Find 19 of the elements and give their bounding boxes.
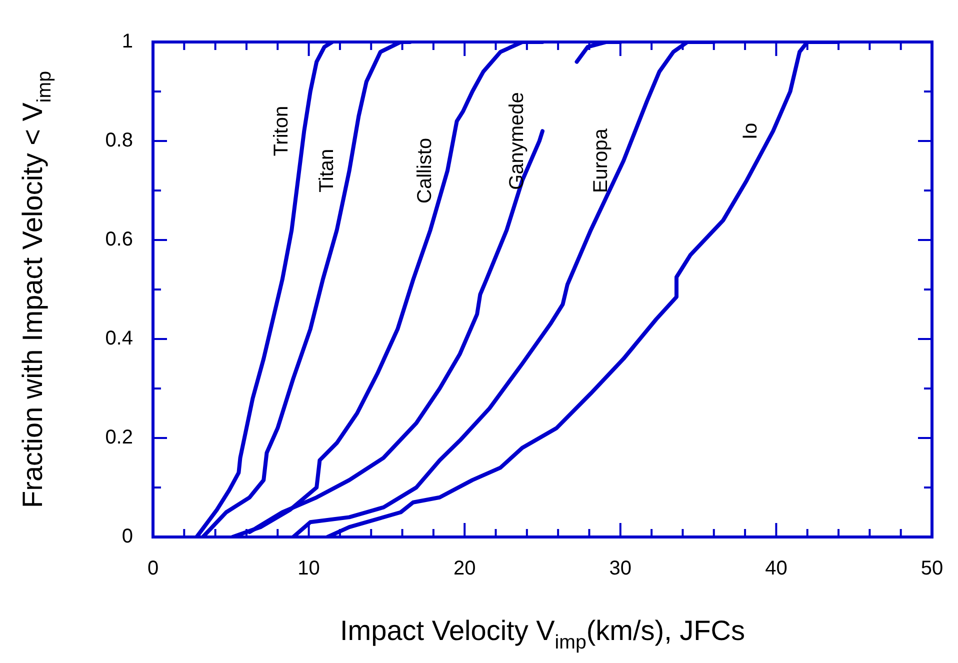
text: Titan [316,148,338,193]
text: Io [740,122,762,140]
text: Ganymede [506,92,528,190]
y-tick-label: 0.8 [105,130,133,152]
y-tick-label: 0.6 [105,228,133,251]
x-tick-label: 30 [609,558,632,580]
y-tick-label: 0.4 [105,328,133,350]
y-tick-label: 1 [122,30,133,53]
y-tick-label: 0.2 [105,426,133,449]
x-tick-label: 50 [920,558,944,580]
x-tick-label: 20 [453,558,476,580]
text: Europa [590,128,612,194]
y-tick-label: 0 [122,526,133,548]
x-tick-label: 10 [298,558,320,580]
x-tick-label: 40 [765,558,788,580]
y-axis-title: Fraction with Impact Velocity < Vimp [17,70,56,508]
text: Triton [270,106,293,156]
text: Callisto [414,138,436,204]
x-tick-label: 0 [147,558,159,580]
